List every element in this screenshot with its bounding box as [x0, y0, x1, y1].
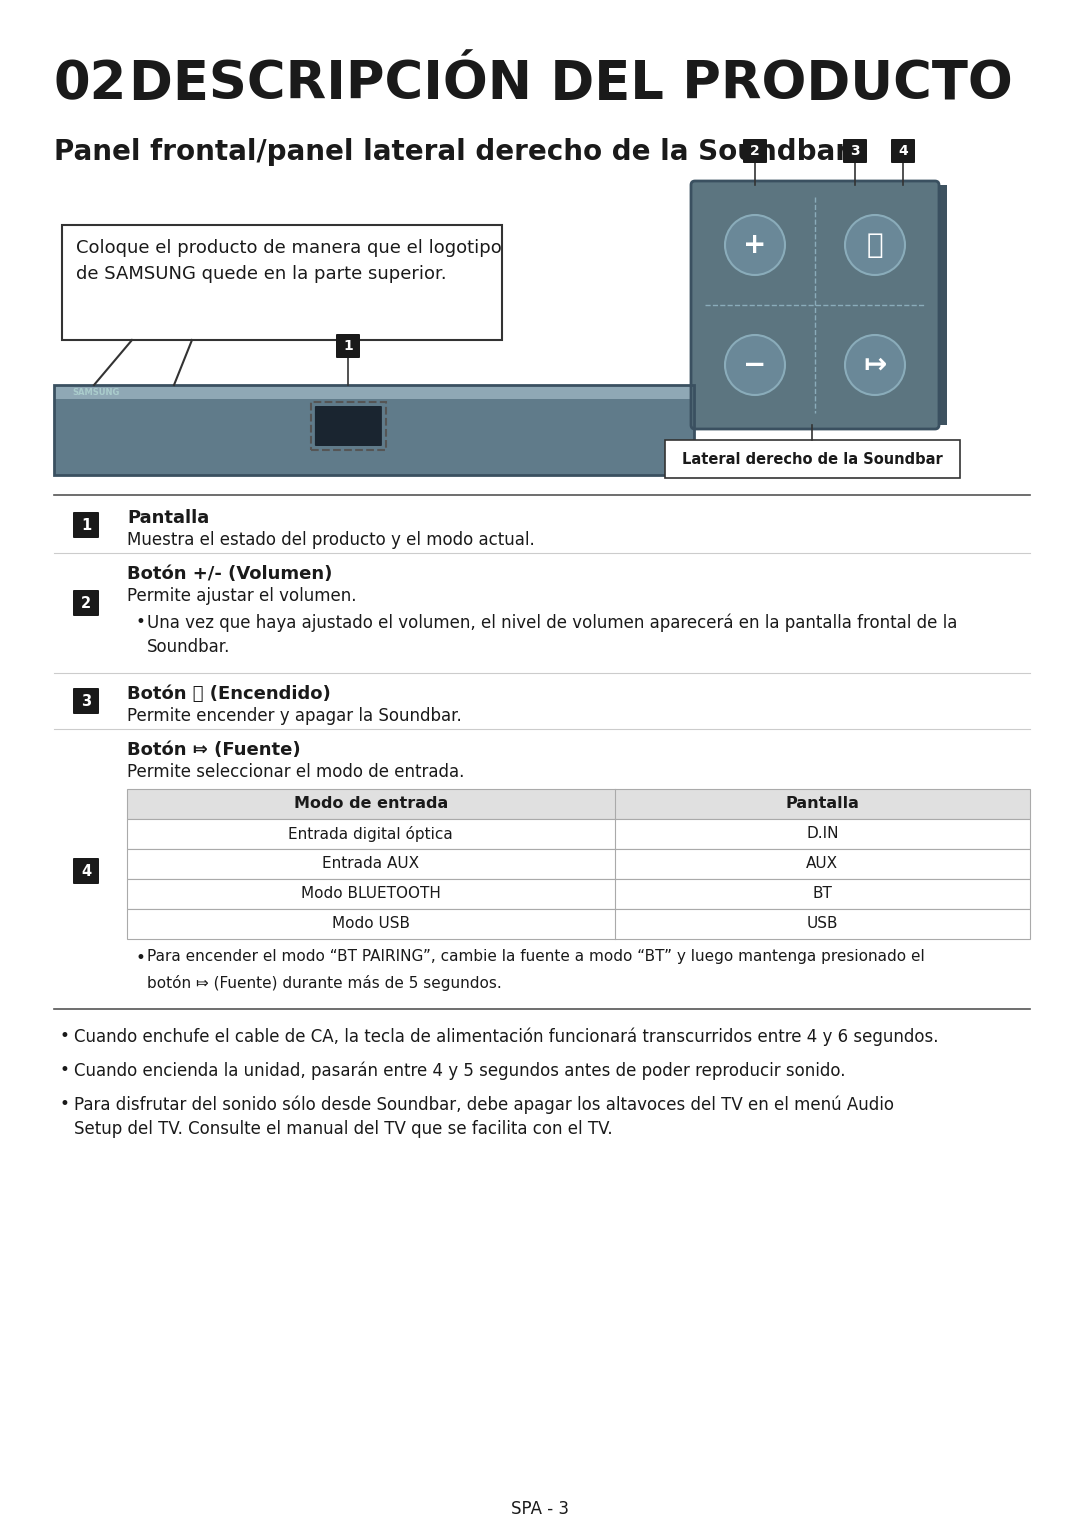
Text: AUX: AUX: [807, 856, 838, 872]
FancyBboxPatch shape: [62, 225, 502, 340]
FancyBboxPatch shape: [315, 406, 382, 446]
FancyBboxPatch shape: [127, 879, 1030, 908]
FancyBboxPatch shape: [336, 334, 360, 358]
Text: +: +: [743, 231, 767, 259]
Text: 4: 4: [899, 144, 908, 158]
Text: •: •: [60, 1026, 70, 1045]
Text: •: •: [60, 1095, 70, 1114]
Text: Pantalla: Pantalla: [785, 797, 860, 812]
Text: 2: 2: [751, 144, 760, 158]
Text: BT: BT: [812, 887, 833, 901]
FancyBboxPatch shape: [691, 181, 939, 429]
Text: ⏻: ⏻: [866, 231, 883, 259]
Text: •: •: [135, 613, 145, 631]
Text: 3: 3: [850, 144, 860, 158]
Text: •: •: [60, 1062, 70, 1079]
Text: 1: 1: [81, 518, 91, 533]
Text: Modo BLUETOOTH: Modo BLUETOOTH: [301, 887, 441, 901]
FancyBboxPatch shape: [891, 139, 915, 162]
Text: Entrada AUX: Entrada AUX: [322, 856, 419, 872]
Text: 3: 3: [81, 694, 91, 708]
FancyBboxPatch shape: [743, 139, 767, 162]
Polygon shape: [707, 185, 947, 424]
Text: D.IN: D.IN: [806, 826, 838, 841]
Text: Para disfrutar del sonido sólo desde Soundbar, debe apagar los altavoces del TV : Para disfrutar del sonido sólo desde Sou…: [75, 1095, 894, 1138]
Text: Lateral derecho de la Soundbar: Lateral derecho de la Soundbar: [681, 452, 943, 467]
FancyBboxPatch shape: [127, 849, 1030, 879]
FancyBboxPatch shape: [127, 789, 1030, 820]
Text: 1: 1: [343, 339, 353, 352]
FancyBboxPatch shape: [73, 512, 99, 538]
FancyBboxPatch shape: [73, 858, 99, 884]
Text: Cuando enchufe el cable de CA, la tecla de alimentación funcionará transcurridos: Cuando enchufe el cable de CA, la tecla …: [75, 1026, 939, 1045]
FancyBboxPatch shape: [73, 688, 99, 714]
Text: Entrada digital óptica: Entrada digital óptica: [288, 826, 454, 843]
Text: Cuando encienda la unidad, pasarán entre 4 y 5 segundos antes de poder reproduci: Cuando encienda la unidad, pasarán entre…: [75, 1062, 846, 1080]
Text: botón ⤇ (Fuente) durante más de 5 segundos.: botón ⤇ (Fuente) durante más de 5 segund…: [147, 974, 502, 991]
Text: Permite encender y apagar la Soundbar.: Permite encender y apagar la Soundbar.: [127, 706, 462, 725]
Text: Una vez que haya ajustado el volumen, el nivel de volumen aparecerá en la pantal: Una vez que haya ajustado el volumen, el…: [147, 613, 957, 657]
FancyBboxPatch shape: [127, 908, 1030, 939]
Text: Pantalla: Pantalla: [127, 509, 210, 527]
Polygon shape: [54, 398, 694, 475]
Text: DESCRIPCIÓN DEL PRODUCTO: DESCRIPCIÓN DEL PRODUCTO: [129, 58, 1013, 110]
Circle shape: [845, 336, 905, 395]
Text: −: −: [743, 351, 767, 378]
Text: Botón ⤇ (Fuente): Botón ⤇ (Fuente): [127, 741, 300, 758]
Text: USB: USB: [807, 916, 838, 931]
Text: Permite ajustar el volumen.: Permite ajustar el volumen.: [127, 587, 356, 605]
Polygon shape: [54, 385, 694, 398]
Text: Botón +/- (Volumen): Botón +/- (Volumen): [127, 565, 333, 584]
Text: Muestra el estado del producto y el modo actual.: Muestra el estado del producto y el modo…: [127, 532, 535, 548]
Text: •: •: [135, 948, 145, 967]
FancyBboxPatch shape: [73, 590, 99, 616]
Text: Botón ⏻ (Encendido): Botón ⏻ (Encendido): [127, 685, 330, 703]
Text: Permite seleccionar el modo de entrada.: Permite seleccionar el modo de entrada.: [127, 763, 464, 781]
Circle shape: [725, 336, 785, 395]
FancyBboxPatch shape: [843, 139, 867, 162]
FancyBboxPatch shape: [665, 440, 960, 478]
Text: Panel frontal/panel lateral derecho de la Soundbar: Panel frontal/panel lateral derecho de l…: [54, 138, 849, 165]
Text: 2: 2: [81, 596, 91, 610]
Text: 02: 02: [54, 58, 127, 110]
Text: SPA - 3: SPA - 3: [511, 1500, 569, 1518]
Text: Para encender el modo “BT PAIRING”, cambie la fuente a modo “BT” y luego manteng: Para encender el modo “BT PAIRING”, camb…: [147, 948, 924, 964]
Text: 4: 4: [81, 864, 91, 878]
Circle shape: [845, 214, 905, 276]
Text: ↦: ↦: [863, 351, 887, 378]
Text: Coloque el producto de manera que el logotipo
de SAMSUNG quede en la parte super: Coloque el producto de manera que el log…: [76, 239, 502, 283]
Text: Modo USB: Modo USB: [332, 916, 409, 931]
Text: SAMSUNG: SAMSUNG: [72, 388, 120, 397]
Circle shape: [725, 214, 785, 276]
FancyBboxPatch shape: [127, 820, 1030, 849]
Text: Modo de entrada: Modo de entrada: [294, 797, 448, 812]
